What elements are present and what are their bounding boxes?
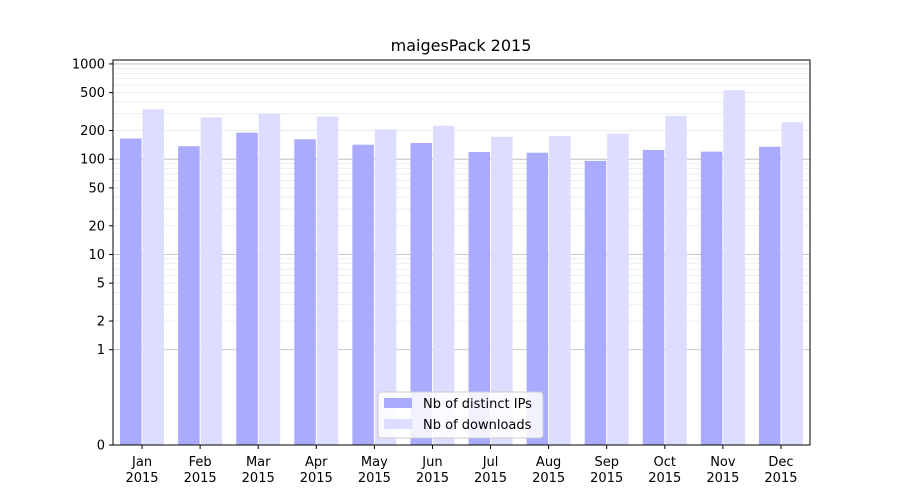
y-tick-label: 1000 — [72, 57, 105, 72]
bar-distinct-ips-aug — [526, 152, 549, 445]
x-tick-label-jul: Jul 2015 — [474, 455, 507, 486]
legend-label-distinct-ips: Nb of distinct IPs — [423, 397, 532, 412]
bar-distinct-ips-apr — [294, 139, 316, 445]
bar-downloads-may — [374, 129, 397, 445]
bar-downloads-aug — [549, 136, 571, 445]
bar-distinct-ips-nov — [700, 151, 723, 445]
y-tick-label: 0 — [97, 439, 105, 454]
y-tick-label: 50 — [88, 181, 105, 196]
x-tick-label-dec: Dec 2015 — [764, 455, 797, 486]
bar-distinct-ips-sep — [584, 160, 607, 445]
bar-downloads-feb — [200, 117, 223, 445]
bar-downloads-jul — [491, 136, 513, 445]
y-tick-label: 100 — [80, 153, 105, 168]
x-tick-label-sep: Sep 2015 — [590, 455, 623, 486]
y-tick-label: 1 — [97, 343, 105, 358]
x-tick-label-nov: Nov 2015 — [706, 455, 739, 486]
bar-downloads-dec — [781, 122, 803, 445]
plot-frame — [112, 59, 811, 446]
chart-title: maigesPack 2015 — [391, 36, 532, 55]
bar-distinct-ips-jan — [120, 138, 142, 445]
y-tick-label: 500 — [80, 86, 105, 101]
x-tick-label-mar: Mar 2015 — [242, 455, 275, 486]
grid-layer — [113, 63, 810, 351]
legend: Nb of distinct IPs Nb of downloads — [377, 391, 544, 439]
bar-downloads-oct — [665, 115, 687, 445]
bar-distinct-ips-may — [352, 144, 374, 445]
bar-downloads-sep — [607, 133, 629, 445]
legend-swatch-distinct-ips — [384, 398, 412, 408]
x-tick-label-apr: Apr 2015 — [300, 455, 333, 486]
bar-distinct-ips-dec — [758, 146, 781, 445]
y-tick-label: 200 — [80, 124, 105, 139]
legend-swatch-downloads — [384, 419, 412, 429]
bar-downloads-nov — [723, 90, 745, 446]
x-tick-label-jan: Jan 2015 — [125, 455, 158, 486]
bar-distinct-ips-oct — [642, 149, 665, 445]
bar-downloads-jun — [432, 125, 455, 446]
y-tick-label: 2 — [97, 315, 105, 330]
axes-layer: 0 1 2 5 10 20 50 100 200 500 1000 Jan 2015 Feb 2015 Mar… — [72, 57, 811, 486]
bar-distinct-ips-mar — [236, 132, 258, 445]
bar-downloads-mar — [258, 113, 281, 446]
bar-downloads-jan — [142, 109, 165, 446]
y-tick-label: 10 — [88, 248, 105, 263]
bars-layer — [120, 90, 803, 446]
y-tick-label: 5 — [97, 277, 105, 292]
bar-distinct-ips-jul — [468, 152, 491, 446]
legend-box — [377, 391, 544, 439]
x-tick-label-feb: Feb 2015 — [184, 455, 217, 486]
bar-downloads-apr — [316, 116, 339, 445]
x-tick-label-oct: Oct 2015 — [648, 455, 681, 486]
legend-label-downloads: Nb of downloads — [423, 418, 532, 433]
x-tick-label-may: May 2015 — [358, 455, 391, 486]
bar-distinct-ips-jun — [410, 142, 432, 445]
x-tick-label-jun: Jun 2015 — [416, 455, 449, 486]
y-tick-label: 20 — [88, 219, 105, 234]
x-tick-label-aug: Aug 2015 — [532, 455, 565, 486]
bar-distinct-ips-feb — [178, 146, 200, 445]
